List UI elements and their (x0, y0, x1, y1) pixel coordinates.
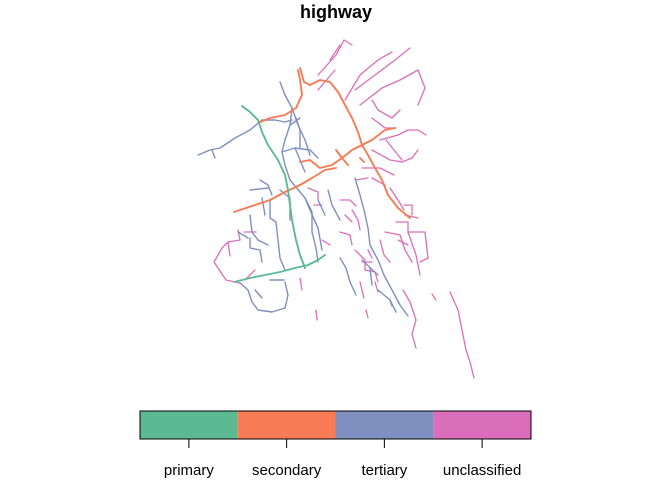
legend-label-unclassified: unclassified (443, 462, 521, 479)
legend-label-primary: primary (164, 462, 215, 479)
legend-swatch-primary (140, 411, 238, 439)
legend-swatch-secondary (237, 411, 336, 439)
legend-swatch-unclassified (433, 411, 531, 439)
primary-roads (233, 105, 326, 283)
legend: primary secondary tertiary unclassified (139, 410, 532, 479)
unclassified-roads (213, 39, 475, 379)
legend-label-secondary: secondary (252, 462, 322, 479)
legend-swatch-tertiary (335, 411, 434, 439)
tertiary-roads (197, 81, 409, 317)
map-title: highway (299, 2, 372, 22)
secondary-roads (233, 67, 411, 219)
legend-label-tertiary: tertiary (361, 462, 407, 479)
legend-border (139, 410, 532, 440)
